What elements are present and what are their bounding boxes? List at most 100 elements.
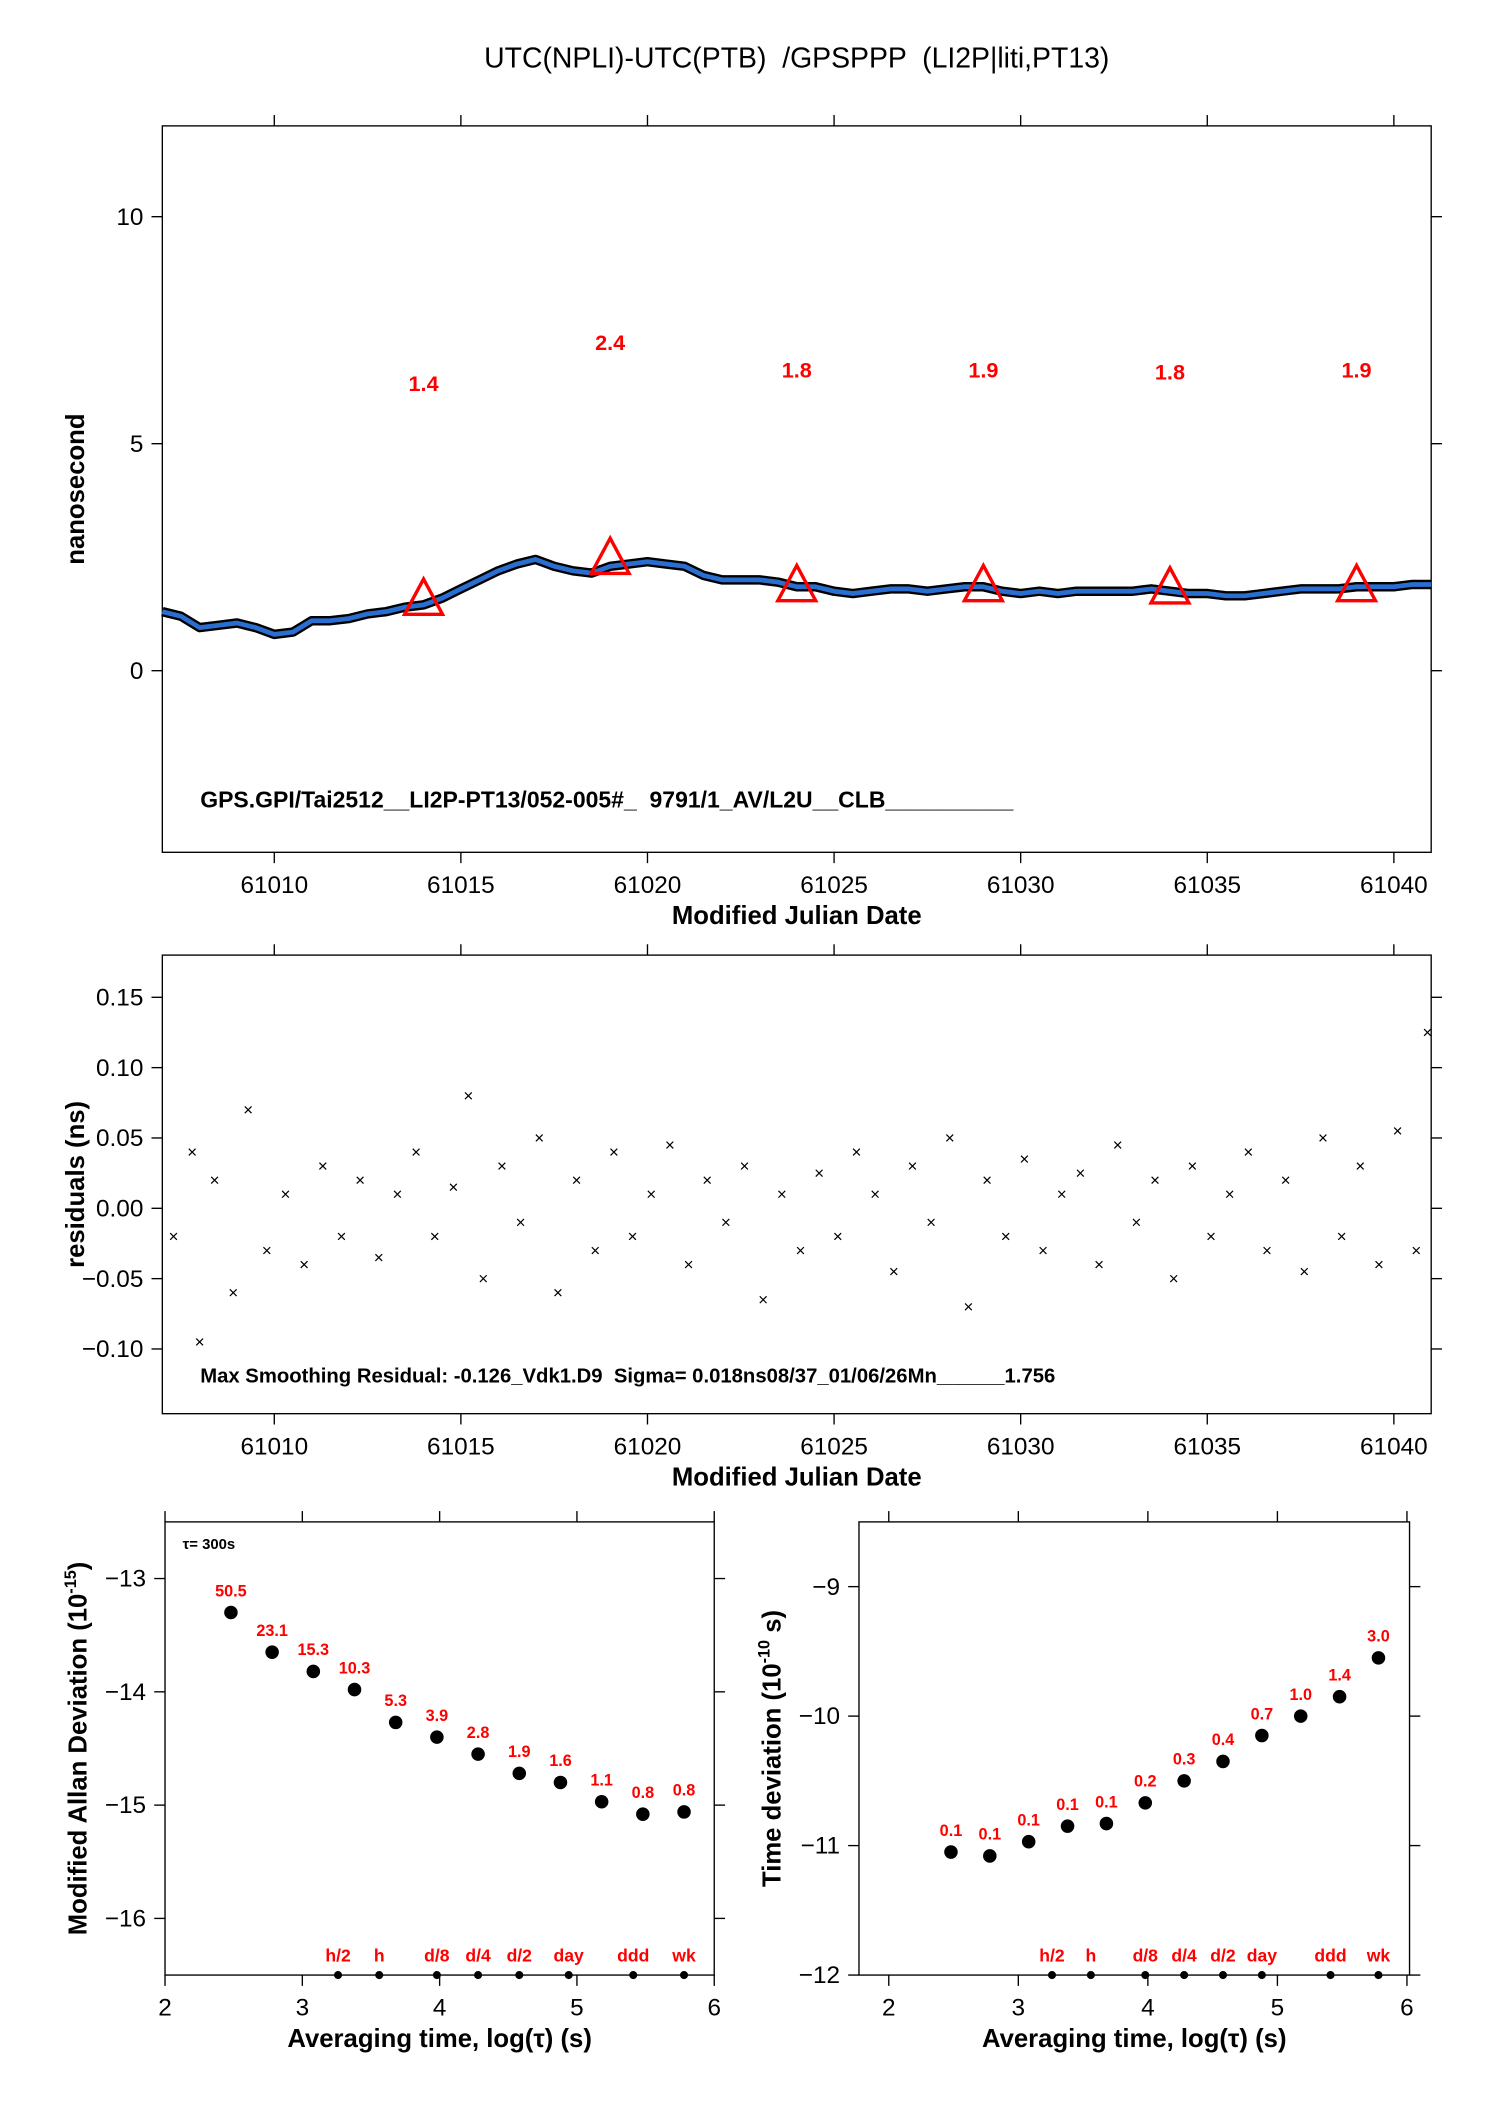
point	[1207, 1232, 1215, 1241]
point	[944, 1845, 958, 1859]
interval-label: day	[1247, 1946, 1278, 1966]
y-axis-label-part: s)	[759, 1610, 787, 1640]
interval-label: d/8	[424, 1946, 450, 1966]
y-tick-label: −13	[105, 1566, 146, 1593]
point	[479, 1274, 488, 1283]
interval-marker	[474, 1971, 483, 1980]
interval-marker	[564, 1971, 573, 1980]
point	[983, 1849, 997, 1863]
point	[471, 1747, 485, 1761]
x-axis-label: Modified Julian Date	[672, 902, 922, 930]
point	[591, 1246, 600, 1255]
point	[337, 1232, 346, 1241]
marker-label: 1.9	[968, 357, 998, 382]
point	[1393, 1127, 1402, 1135]
point-label: 1.4	[1328, 1666, 1351, 1684]
x-tick-label: 61040	[1360, 1433, 1428, 1460]
point	[512, 1766, 527, 1781]
interval-marker	[1047, 1971, 1057, 1980]
point	[210, 1176, 219, 1184]
point	[1423, 1028, 1432, 1037]
x-tick-label: 5	[1271, 1995, 1285, 2022]
y-axis-label-part: )	[65, 1562, 93, 1571]
point	[169, 1232, 178, 1241]
interval-label: d/4	[465, 1946, 491, 1966]
point	[229, 1288, 238, 1297]
point	[1216, 1754, 1230, 1769]
point	[722, 1218, 730, 1227]
point	[852, 1148, 861, 1156]
point	[281, 1190, 290, 1199]
point-label: 50.5	[215, 1582, 247, 1600]
series-line	[161, 557, 1432, 637]
triangle-marker	[1334, 561, 1379, 603]
point	[1371, 1651, 1386, 1665]
triangle-marker	[1148, 564, 1192, 605]
y-axis-label: Modified Allan Deviation (10-15)	[62, 1562, 93, 1936]
y-axis-label-part: Modified Allan Deviation (10	[65, 1594, 93, 1936]
point	[356, 1176, 364, 1184]
point	[374, 1253, 383, 1262]
point	[1375, 1260, 1383, 1269]
point	[535, 1134, 544, 1142]
y-tick-label: −11	[801, 1833, 840, 1860]
point	[871, 1190, 879, 1199]
interval-marker	[1218, 1971, 1228, 1980]
y-tick-label: 10	[116, 204, 143, 231]
x-tick-label: 61010	[240, 1433, 308, 1460]
point	[1169, 1274, 1178, 1283]
point	[1076, 1169, 1085, 1177]
interval-marker	[629, 1971, 638, 1980]
interval-marker	[1086, 1971, 1095, 1980]
interval-label: d/4	[1171, 1946, 1197, 1966]
point	[1263, 1246, 1271, 1255]
interval-label: h	[374, 1946, 385, 1966]
point-label: 0.8	[632, 1784, 655, 1802]
point	[300, 1260, 308, 1269]
point-label: 15.3	[298, 1641, 330, 1659]
annotation: Max Smoothing Residual: -0.126_Vdk1.D9 S…	[200, 1366, 1055, 1388]
point-label: 0.2	[1134, 1773, 1157, 1791]
point	[1177, 1774, 1191, 1788]
interval-label: wk	[671, 1946, 696, 1966]
interval-label: wk	[1366, 1946, 1391, 1966]
x-tick-label: 3	[296, 1995, 310, 2022]
interval-marker	[1326, 1971, 1335, 1980]
y-tick-label: −15	[105, 1792, 146, 1819]
chart-title: UTC(NPLI)-UTC(PTB) /GPSPPP (LI2P|liti,PT…	[484, 43, 1109, 75]
marker-label: 1.8	[782, 357, 812, 382]
y-tick-label: −12	[799, 1962, 840, 1989]
y-tick-label: 0.15	[96, 984, 143, 1011]
point	[833, 1232, 842, 1241]
point-label: 0.1	[1017, 1811, 1040, 1829]
y-tick-label: −0.10	[82, 1336, 144, 1363]
point	[318, 1162, 327, 1170]
point-label: 5.3	[384, 1692, 407, 1710]
y-axis-label: Time deviation (10-10 s)	[756, 1610, 787, 1887]
point	[815, 1169, 823, 1177]
interval-label: h/2	[1039, 1946, 1065, 1966]
x-tick-label: 6	[1400, 1995, 1414, 2022]
interval-marker	[679, 1971, 689, 1980]
point-label: 23.1	[256, 1622, 288, 1640]
point	[666, 1141, 674, 1149]
x-tick-label: 61025	[800, 872, 868, 899]
point	[195, 1338, 204, 1346]
point	[1138, 1796, 1153, 1810]
y-tick-label: 0.05	[96, 1125, 143, 1152]
triangle-marker	[401, 575, 446, 616]
interval-label: ddd	[1314, 1946, 1346, 1966]
point	[1057, 1190, 1066, 1199]
marker-label: 1.8	[1155, 360, 1185, 385]
y-axis-label-part: Time deviation (10	[759, 1663, 787, 1887]
marker-label: 1.4	[409, 371, 439, 396]
y-tick-label: 0.00	[96, 1195, 143, 1222]
annotation: τ= 300s	[183, 1537, 236, 1553]
point	[1188, 1162, 1197, 1170]
x-tick-label: 3	[1012, 1995, 1026, 2022]
point	[1319, 1134, 1327, 1142]
y-tick-label: 5	[130, 431, 144, 458]
point	[1020, 1155, 1029, 1163]
interval-marker	[375, 1971, 384, 1980]
